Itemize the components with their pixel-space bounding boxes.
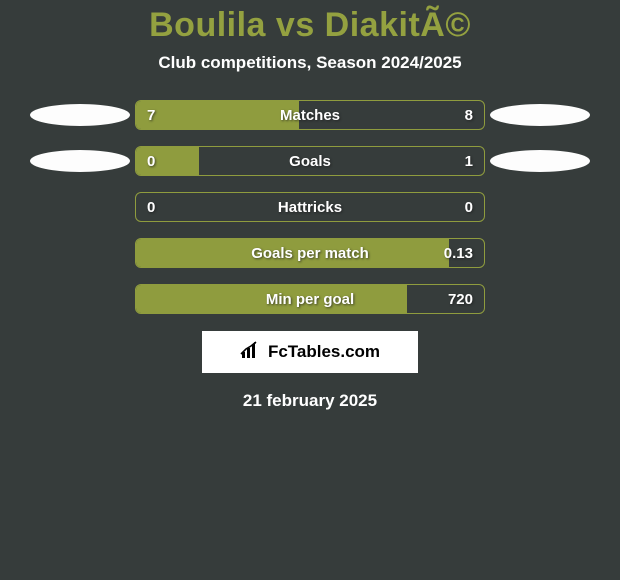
stat-row: 7Matches8: [0, 101, 620, 129]
page-subtitle: Club competitions, Season 2024/2025: [0, 53, 620, 73]
page-root: Boulila vs DiakitÃ© Club competitions, S…: [0, 0, 620, 580]
player-avatar-left: [30, 104, 130, 126]
player-avatar-right: [490, 150, 590, 172]
stat-bar-fill: [136, 239, 449, 267]
stat-bar: 0Goals1: [135, 146, 485, 176]
update-date: 21 february 2025: [0, 391, 620, 411]
stat-row: 0Hattricks0: [0, 193, 620, 221]
player-avatar-left: [30, 150, 130, 172]
stat-row: Min per goal720: [0, 285, 620, 313]
stat-bar-fill: [136, 285, 407, 313]
stat-row: Goals per match0.13: [0, 239, 620, 267]
left-photo-slot: [25, 150, 135, 172]
stat-bar-fill: [136, 101, 299, 129]
site-logo-text: FcTables.com: [268, 342, 380, 362]
stat-right-value: 720: [448, 285, 473, 313]
right-photo-slot: [485, 150, 595, 172]
right-photo-slot: [485, 104, 595, 126]
chart-icon: [240, 340, 262, 365]
stat-bar: Min per goal720: [135, 284, 485, 314]
player-avatar-right: [490, 104, 590, 126]
stat-bar: 0Hattricks0: [135, 192, 485, 222]
stat-bar-fill: [136, 147, 199, 175]
stat-left-value: 0: [147, 193, 155, 221]
page-title: Boulila vs DiakitÃ©: [0, 0, 620, 45]
left-photo-slot: [25, 104, 135, 126]
site-logo[interactable]: FcTables.com: [202, 331, 418, 373]
stat-right-value: 1: [465, 147, 473, 175]
stat-bar: 7Matches8: [135, 100, 485, 130]
comparison-chart: 7Matches8 0Goals1 0Hattricks0 Goals per mat…: [0, 101, 620, 313]
stat-right-value: 0: [465, 193, 473, 221]
stat-bar: Goals per match0.13: [135, 238, 485, 268]
stat-right-value: 8: [465, 101, 473, 129]
stat-label: Hattricks: [136, 193, 484, 221]
stat-row: 0Goals1: [0, 147, 620, 175]
